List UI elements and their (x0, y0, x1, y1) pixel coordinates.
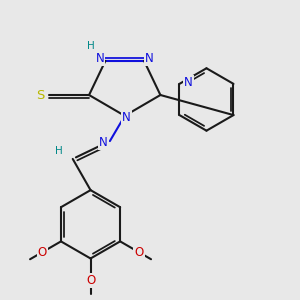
Text: N: N (122, 111, 130, 124)
Text: N: N (96, 52, 104, 65)
Text: N: N (145, 52, 154, 65)
Text: O: O (134, 246, 144, 259)
Text: H: H (87, 41, 94, 51)
Text: N: N (99, 136, 108, 149)
Text: O: O (86, 274, 95, 287)
Text: N: N (184, 76, 193, 89)
Text: O: O (38, 246, 47, 259)
Text: H: H (56, 146, 63, 157)
Text: S: S (36, 88, 45, 101)
